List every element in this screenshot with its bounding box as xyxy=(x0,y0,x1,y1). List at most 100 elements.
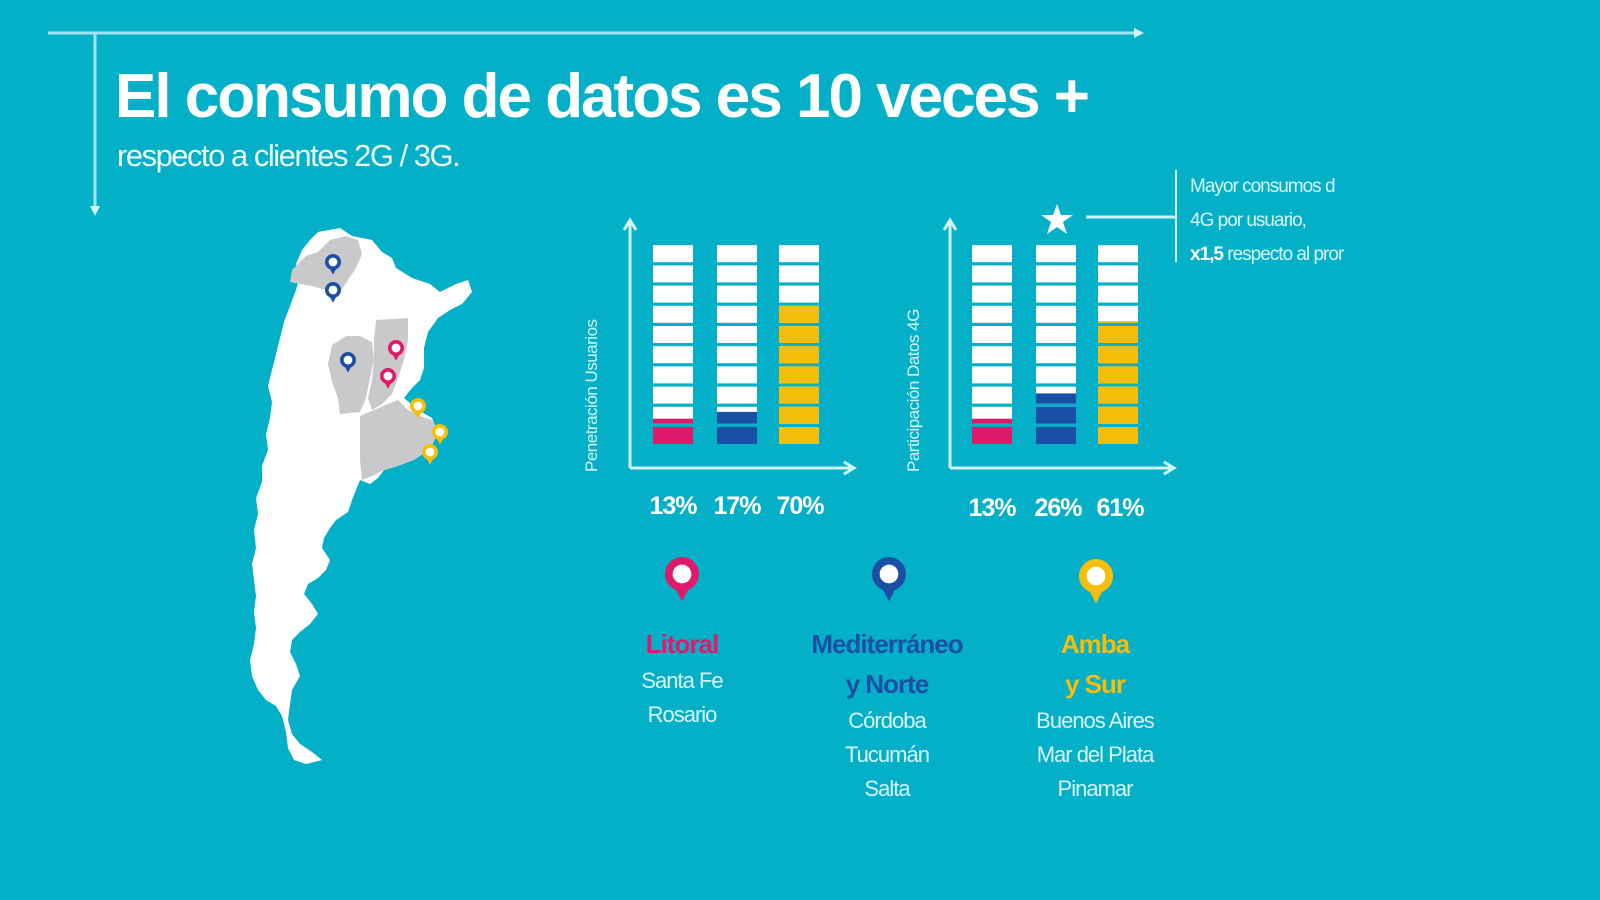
map-region-cordoba xyxy=(328,336,374,414)
map-pin-icon xyxy=(432,424,448,445)
chart2-segment-empty xyxy=(972,386,1012,404)
chart2-bar-segment xyxy=(1036,393,1076,404)
map-pin-icon xyxy=(872,557,906,602)
chart2-value-label: 61% xyxy=(1096,494,1144,522)
chart1-segment-empty xyxy=(653,245,693,263)
chart1-segment-empty xyxy=(779,265,819,283)
legend-title: y Sur xyxy=(1064,669,1126,699)
chart1-segment-empty xyxy=(653,346,693,364)
chart1-x-arrow-icon xyxy=(843,460,857,476)
chart2-segment-empty xyxy=(1036,326,1076,343)
chart1-bar-segment xyxy=(779,346,819,364)
chart1-bar-segment xyxy=(717,411,757,424)
map-region-buenos-aires xyxy=(360,400,438,480)
chart2-value-label: 13% xyxy=(968,494,1016,522)
map-pin-icon xyxy=(325,282,341,303)
chart2-bar-segment xyxy=(1098,321,1138,323)
chart1-bar-segment xyxy=(779,427,819,444)
argentina-map xyxy=(250,228,472,764)
legend-city: Salta xyxy=(864,776,910,801)
chart2-bar-segment xyxy=(1098,406,1138,424)
legend-city: Mar del Plata xyxy=(1036,742,1155,767)
chart1-bar-segment xyxy=(779,305,819,323)
chart2-bar-segment xyxy=(1098,326,1138,343)
chart2-segment-empty xyxy=(1098,245,1138,263)
chart1-segment-empty xyxy=(717,326,757,343)
legend-title: y Norte xyxy=(845,669,930,699)
chart1-value-label: 13% xyxy=(649,492,697,520)
map-pin-icon xyxy=(388,340,404,361)
legend-city: Pinamar xyxy=(1057,776,1134,801)
annotation-multiplier: x1,5 xyxy=(1190,244,1224,265)
chart2-segment-empty xyxy=(972,285,1012,303)
chart1-segment-empty xyxy=(717,265,757,283)
chart2-segment-empty xyxy=(972,245,1012,263)
chart1-segment-empty xyxy=(717,285,757,303)
chart2-x-arrow-icon xyxy=(1163,460,1177,476)
chart1-bar-segment xyxy=(779,406,819,424)
legend-city: Buenos Aires xyxy=(1036,708,1155,733)
chart2-segment-empty xyxy=(1036,285,1076,303)
chart2-segment-empty xyxy=(1098,285,1138,303)
top-rule-arrowhead xyxy=(1134,28,1144,38)
chart2-segment-empty xyxy=(1036,265,1076,283)
legend-title: Litoral xyxy=(645,629,719,659)
chart2-y-axis-label: Participación Datos 4G xyxy=(904,309,923,472)
chart1-segment-empty xyxy=(717,346,757,364)
map-pin-icon xyxy=(422,444,438,465)
chart2-bar-segment xyxy=(1098,366,1138,384)
chart2-segment-empty xyxy=(972,366,1012,384)
chart1-segment-empty xyxy=(653,386,693,404)
chart2-segment-empty xyxy=(1036,245,1076,263)
chart2-bar-segment xyxy=(972,418,1012,424)
page-subtitle: respecto a clientes 2G / 3G. xyxy=(117,138,461,173)
chart1-y-arrow-icon xyxy=(622,217,638,231)
chart1-bar-segment xyxy=(717,427,757,444)
chart1-segment-empty xyxy=(653,326,693,343)
chart2-bar-segment xyxy=(1098,346,1138,364)
chart1-bar-segment xyxy=(779,366,819,384)
annotation-line-1: Mayor consumos d xyxy=(1190,176,1336,197)
annotation-line-3-rest: respecto al pror xyxy=(1222,244,1344,265)
chart1-bar-segment xyxy=(653,427,693,444)
chart2-segment-empty xyxy=(1036,305,1076,323)
map-pins xyxy=(325,254,448,465)
chart2-bar-segment xyxy=(1036,406,1076,424)
chart-participacion-datos-4g xyxy=(942,217,1177,476)
chart2-y-arrow-icon xyxy=(942,217,958,231)
chart1-value-label: 70% xyxy=(776,492,824,520)
legend-title: Amba xyxy=(1060,629,1130,659)
legend-item-mediterraneo: Mediterráneo y Norte Córdoba Tucumán Sal… xyxy=(777,624,997,806)
chart2-segment-empty xyxy=(1036,346,1076,364)
chart1-segment-empty xyxy=(653,285,693,303)
chart2-bar-segment xyxy=(1098,427,1138,444)
annotation-line-2: 4G por usuario, xyxy=(1190,210,1307,231)
chart2-value-label: 26% xyxy=(1034,494,1082,522)
chart1-segment-empty xyxy=(653,305,693,323)
chart1-y-axis-label: Penetración Usuarios xyxy=(582,319,601,472)
chart1-segment-empty xyxy=(653,265,693,283)
chart1-segment-empty xyxy=(717,305,757,323)
chart1-value-label: 17% xyxy=(713,492,761,520)
chart1-segment-empty xyxy=(717,366,757,384)
legend-city: Córdoba xyxy=(848,708,926,733)
chart2-segment-empty xyxy=(1098,305,1138,323)
chart2-bar-segment xyxy=(1036,427,1076,444)
page-title: El consumo de datos es 10 veces + xyxy=(115,62,1090,131)
chart1-bar-segment xyxy=(779,326,819,343)
legend-item-litoral: Litoral Santa Fe Rosario xyxy=(572,624,792,732)
map-pin-icon xyxy=(340,352,356,373)
map-pin-icon xyxy=(410,398,426,419)
map-pin-icon xyxy=(325,254,341,275)
left-rule-arrowhead xyxy=(90,206,100,216)
map-pin-icon xyxy=(1079,559,1113,604)
chart-penetracion-usuarios xyxy=(622,217,857,476)
chart1-segment-empty xyxy=(717,386,757,404)
chart2-bar-segment xyxy=(972,427,1012,444)
chart2-segment-empty xyxy=(972,265,1012,283)
chart2-segment-empty xyxy=(972,346,1012,364)
legend-city: Tucumán xyxy=(845,742,930,767)
legend-city: Rosario xyxy=(647,702,718,727)
annotation-line-3: x1,5 respecto al pror xyxy=(1190,238,1344,272)
